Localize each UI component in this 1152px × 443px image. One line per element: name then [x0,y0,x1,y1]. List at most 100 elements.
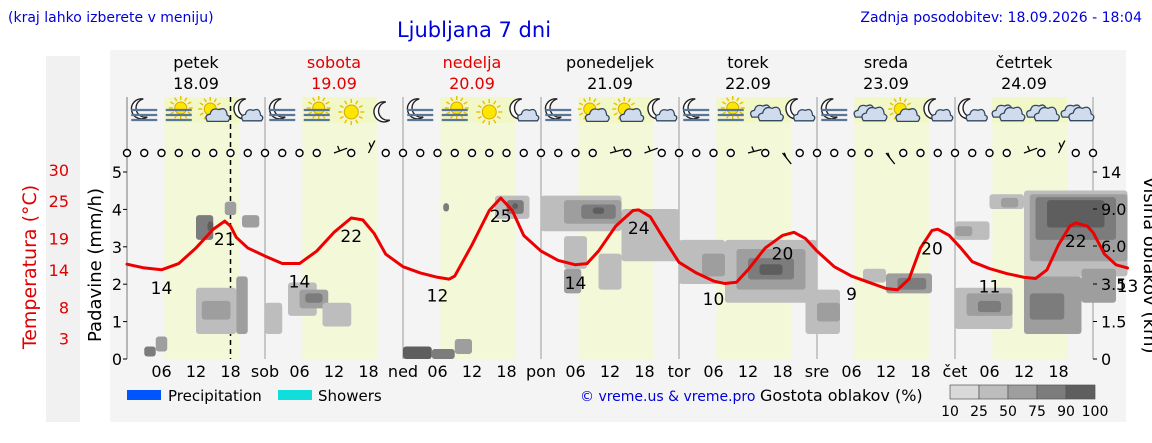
wind-calm-circle [536,148,546,158]
sun-fog-icon [717,96,745,122]
moon-shape [682,98,700,120]
day-date: 19.09 [311,74,357,93]
sun-ray [593,98,597,103]
wind-barb [781,152,792,165]
day-date: 23.09 [863,74,909,93]
sun-ray [355,119,359,124]
sun-ray [578,102,584,106]
day-short-label: sre [805,362,829,381]
cloud-area [201,300,231,320]
day-date: 24.09 [1001,74,1047,93]
cloud-area [236,276,248,334]
density-swatch [1065,384,1096,400]
wind-calm-circle [571,148,580,158]
day-short-label: čet [943,362,968,381]
cloud-area [403,346,432,359]
sun-fog-icon [165,96,193,122]
last-update: Zadnja posodobitev: 18.09.2026 - 18:04 [860,10,1142,26]
sun-fog-icon [303,96,331,122]
daylight-band [716,97,792,359]
temperature-tick-label: 14 [49,261,69,280]
cloud-shape [655,108,678,122]
temperature-label: 9 [846,285,857,305]
wind-calm-circle [191,148,201,158]
wind-barb [747,148,762,154]
hour-tick-label: 12 [462,362,482,381]
wind-calm-circle [1071,148,1080,158]
sun-ray [203,98,207,103]
wind-calm-circle [157,148,166,158]
hour-tick-label: 06 [289,362,309,381]
sun-ray [889,102,894,106]
day-short-label: sob [251,362,279,381]
cloud-shape [241,108,264,122]
cloud-area [443,203,449,212]
density-level-label: 25 [970,404,988,420]
wind-barb [367,140,376,154]
wind-barb [644,147,658,154]
sun-icon [476,99,503,125]
cloud-shape [757,106,784,122]
wind-calm-circle [916,148,925,158]
wind-calm-circle [968,148,977,158]
wind-calm-circle [485,148,494,158]
wind-calm-circle [433,148,442,158]
sun-ray [906,102,912,106]
sun-ray [482,100,486,105]
wind-calm-circle [554,148,563,158]
page-title: Ljubljana 7 dni [397,18,551,42]
cloud-area [1001,197,1019,208]
temperature-label: 13 [1117,277,1139,297]
moon-cloud-icon [233,98,264,122]
cloud-area [564,268,582,294]
wind-calm-circle [450,148,459,158]
wind-calm-circle [122,148,132,158]
sun-ray [627,98,631,103]
day-short-label: tor [668,362,691,381]
moon-cloud-icon [957,98,988,122]
cloud-icon [853,104,888,122]
temperature-tick-label: 19 [49,230,69,249]
sun-ray [613,112,618,116]
cloud-area [592,207,605,214]
wind-calm-circle [398,148,408,158]
sun-ray [325,111,330,115]
temperature-label: 10 [703,290,725,310]
density-swatch [1007,384,1038,400]
wind-barb-feather [613,146,617,152]
cloud-area [144,346,156,357]
density-swatch [978,384,1009,400]
temperature-axis-title: Temperatura (°C) [19,185,41,350]
cloud-density-areas [144,190,1128,359]
moon-shape [820,98,838,120]
location-hint[interactable]: (kraj lahko izberete v meniju) [8,10,214,26]
moon-fog-icon [544,98,572,122]
sun-ray [307,111,313,115]
wind-calm-circle [692,148,701,158]
wind-calm-circle [1037,148,1046,158]
showers-swatch [278,390,312,400]
wind-barb [1057,140,1066,154]
sun-cloud-icon [888,97,921,123]
sun-ray [477,104,482,109]
wind-calm-circle [226,148,235,158]
hour-tick-label: 18 [1048,362,1068,381]
copyright-link[interactable]: © vreme.us & vreme.pro [580,389,755,405]
sun-ray [322,97,326,102]
sun-ray [726,97,730,102]
left-axis-title: Padavine (mm/h) [85,188,106,342]
sun-ray [736,97,740,102]
day-date: 20.09 [449,74,495,93]
cloud-shape [1033,106,1060,122]
hour-tick-label: 18 [910,362,930,381]
day-short-label: ned [388,362,418,381]
wind-calm-circle [795,148,804,158]
wind-barb-feather [337,145,341,152]
cloud-shape [1068,106,1095,122]
left-tick-label: 5 [112,163,122,182]
sun-ray [358,115,363,120]
cloud-area [1081,268,1116,303]
sun-ray [344,100,348,105]
wind-calm-circle [174,148,183,158]
